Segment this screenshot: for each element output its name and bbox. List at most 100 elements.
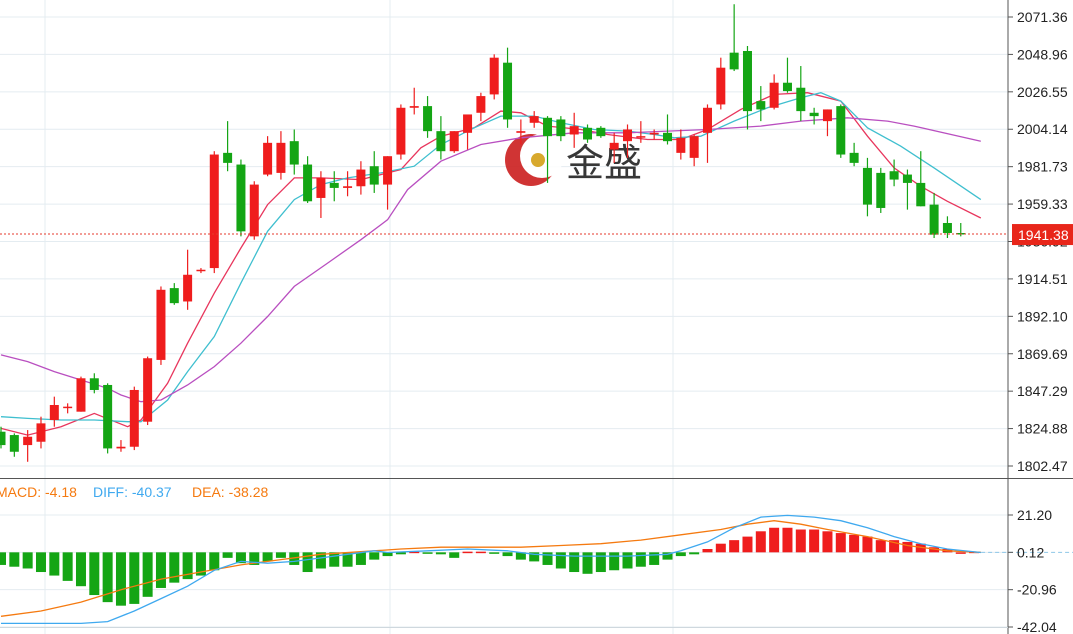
candle [303,156,313,203]
candle [796,66,806,122]
macd-bar [489,552,500,554]
candle-body [663,132,672,142]
macd-bar [742,536,753,553]
candle [689,134,699,167]
candle-body [916,182,926,207]
macd-bar [529,552,540,562]
candle [316,171,326,218]
candle-body [316,177,326,198]
candle [356,161,366,195]
diff-legend-value: DIFF: -40.37 [93,484,172,500]
macd-bar [555,552,566,569]
candle [209,151,219,274]
candle-body [676,137,686,153]
price-tick-label: 1869.69 [1017,346,1068,362]
price-tick-label: 1959.33 [1017,196,1068,212]
macd-bar [75,552,86,587]
macd-bar [129,552,140,604]
candle-body [489,57,499,95]
macd-bar [182,552,193,580]
candle [942,216,952,239]
candle-body [0,431,6,446]
macd-bar [569,552,580,573]
macd-bar [675,552,686,557]
candle [436,116,446,160]
candle-body [649,132,659,135]
candle-body [596,127,606,137]
macd-bar [769,527,780,553]
candle-body [116,446,126,449]
candle-body [876,172,886,208]
candle-body [822,109,832,122]
macd-bar [875,540,886,553]
candle [862,157,872,217]
macd-bar [115,552,126,606]
candle-body [609,142,619,150]
macd-bar [542,552,553,565]
macd-bar [715,543,726,553]
candle-body [383,156,393,185]
macd-panel [0,514,1073,628]
macd-bar [889,540,900,553]
candle-body [636,136,646,138]
candle-body [89,378,99,390]
price-tick-label: 1802.47 [1017,458,1068,474]
candle [63,403,73,414]
macd-bar [515,552,526,560]
macd-tick-label: 0.12 [1017,544,1044,560]
candle [583,124,593,143]
macd-bar [369,552,380,560]
candle [489,54,499,100]
candle [876,167,886,213]
candle [76,376,86,412]
candle-body [902,174,912,183]
candle-body [702,107,712,133]
candle-body [289,141,299,165]
price-tick-label: 1824.88 [1017,421,1068,437]
candle [449,131,459,153]
candle-body [23,436,33,446]
candle [742,45,752,130]
macd-bar [462,551,473,554]
candle-body [942,222,952,234]
candle [782,57,792,93]
candle [103,383,113,454]
macd-bar [689,552,700,555]
macd-bar [449,552,460,558]
macd-bar [702,549,713,553]
candle-body [449,131,459,152]
macd-bar [22,552,33,569]
ma-line [0,117,981,403]
candle [916,151,926,207]
candle-body [782,82,792,92]
price-tick-label: 1847.29 [1017,383,1068,399]
candle [23,430,33,462]
price-tick-label: 2004.14 [1017,121,1068,137]
candle-body [929,204,939,235]
macd-bar [49,552,60,576]
candle [596,126,606,138]
candle [169,283,179,305]
price-tick-label: 1914.51 [1017,271,1068,287]
candle [702,104,712,163]
candle [9,433,19,457]
candle [609,132,619,163]
candle [476,92,486,122]
macd-bar [9,552,20,567]
macd-bar [235,552,246,564]
macd-bar [315,552,326,569]
macd-bar [0,552,6,565]
price-tick-label: 2048.96 [1017,46,1068,62]
candle-body [369,166,379,185]
macd-bar [609,552,620,571]
candle [889,159,899,187]
candle-body [463,114,473,133]
candle [849,142,859,167]
candle-body [796,87,806,112]
macd-bar [289,552,300,565]
macd-bar [835,533,846,553]
current-price-label: 1941.38 [1018,227,1069,243]
candle [396,104,406,160]
candle [716,57,726,110]
